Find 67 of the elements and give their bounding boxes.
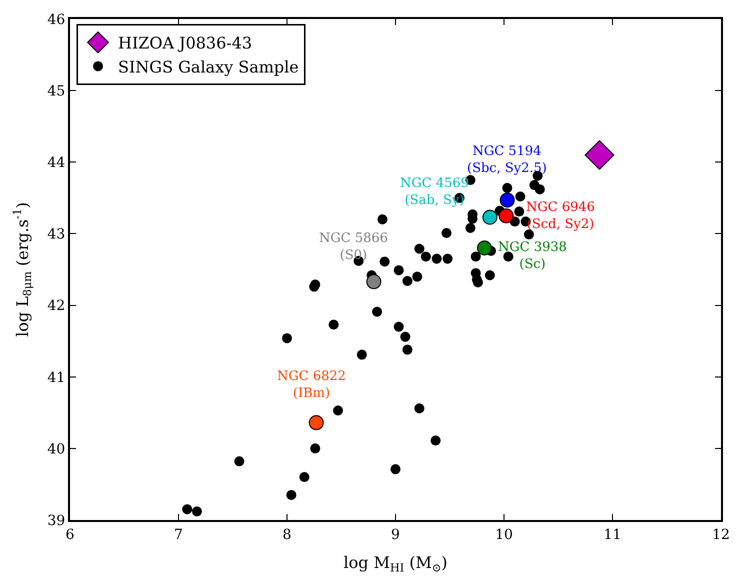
point xyxy=(515,192,526,202)
y-tick-label: 39 xyxy=(47,512,66,529)
annotation: NGC 5194 (Sbc, Sy2.5) xyxy=(467,144,547,176)
point xyxy=(394,322,404,332)
point xyxy=(420,252,431,262)
annotation: NGC 5866 (S0) xyxy=(319,231,388,263)
annotation: NGC 6822 (IBm) xyxy=(277,369,346,401)
point xyxy=(400,332,410,342)
point xyxy=(502,182,512,193)
y-tick-label: 46 xyxy=(47,12,66,28)
point xyxy=(534,184,545,194)
point xyxy=(182,504,192,514)
point xyxy=(372,306,382,317)
x-tick-label: 6 xyxy=(66,526,75,543)
point xyxy=(366,274,382,290)
annotation: NGC 3938 (Sc) xyxy=(498,240,567,272)
x-tick-label: 9 xyxy=(391,526,400,543)
point xyxy=(514,206,524,217)
point xyxy=(432,254,442,264)
x-tick-label: 11 xyxy=(604,526,622,543)
point xyxy=(476,240,492,256)
annotation: NGC 4569 (Sab, Sy) xyxy=(400,176,469,208)
x-tick-label: 12 xyxy=(712,526,730,543)
point xyxy=(484,270,495,280)
y-tick-label: 43 xyxy=(47,226,66,243)
legend-label: SINGS Galaxy Sample xyxy=(118,57,299,76)
point xyxy=(584,140,614,170)
point xyxy=(310,443,320,454)
point xyxy=(500,192,515,208)
point xyxy=(503,252,514,262)
point xyxy=(465,222,476,233)
point xyxy=(377,214,388,224)
point xyxy=(402,276,412,286)
x-tick-label: 8 xyxy=(282,526,292,543)
point xyxy=(192,506,202,516)
legend-label: HIZOA J0836-43 xyxy=(118,34,252,53)
y-tick-label: 45 xyxy=(47,83,66,100)
point xyxy=(234,456,244,466)
point xyxy=(390,464,400,474)
point xyxy=(442,228,452,238)
y-tick-label: 44 xyxy=(47,155,66,172)
point xyxy=(333,406,343,416)
point xyxy=(524,229,534,240)
point xyxy=(498,208,514,224)
y-tick-label: 40 xyxy=(47,441,66,458)
point xyxy=(470,252,481,262)
point xyxy=(299,472,310,482)
x-tick-label: 10 xyxy=(495,526,513,543)
point xyxy=(414,403,424,414)
point xyxy=(442,254,453,264)
x-axis-title: log M$_{HI}$ (M$_{⊙}$) xyxy=(344,553,448,574)
point xyxy=(394,265,404,276)
x-tick-label: 7 xyxy=(174,526,183,543)
annotation: NGC 6946 (Scd, Sy2) xyxy=(526,200,595,232)
point xyxy=(430,436,441,446)
point xyxy=(412,272,422,282)
point xyxy=(308,415,324,430)
point xyxy=(286,490,296,500)
point xyxy=(482,210,498,225)
y-tick-label: 41 xyxy=(47,370,66,386)
point xyxy=(282,333,292,344)
point xyxy=(380,256,390,267)
point xyxy=(328,320,339,330)
point xyxy=(414,244,424,254)
point xyxy=(356,350,367,360)
point xyxy=(402,344,412,355)
y-tick-label: 42 xyxy=(47,298,66,314)
